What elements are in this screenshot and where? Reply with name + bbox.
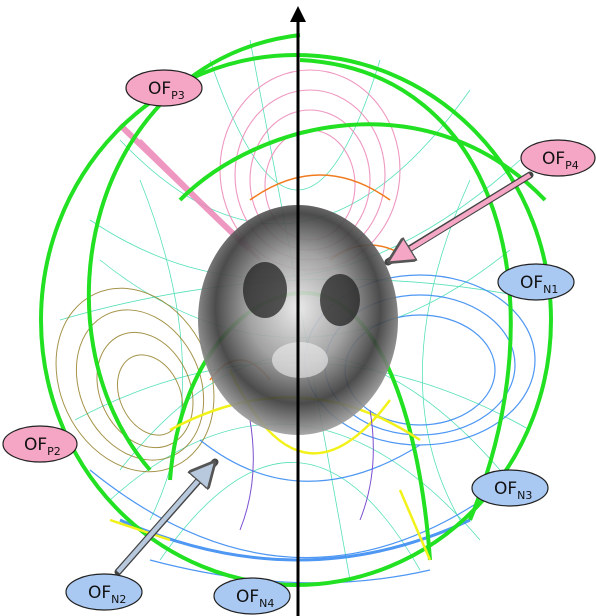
label-ofp4-sub: P4	[565, 159, 579, 172]
label-ofn3: OFN3	[471, 469, 549, 507]
label-ofp3: OFP3	[125, 69, 203, 107]
svg-text:OFP4: OFP4	[542, 149, 579, 172]
label-ofn1-main: OF	[520, 273, 543, 293]
svg-text:OFP3: OFP3	[148, 79, 185, 102]
svg-text:OFN3: OFN3	[494, 479, 532, 502]
field-lines-purple	[239, 409, 374, 531]
label-ofn3-sub: N3	[517, 489, 532, 502]
callout-arrows	[114, 171, 534, 576]
label-ofp3-main: OF	[148, 79, 171, 99]
svg-text:OFN2: OFN2	[88, 583, 126, 606]
label-ofn1: OFN1	[497, 263, 575, 301]
label-ofp2-sub: P2	[47, 445, 61, 458]
label-ofn4-sub: N4	[259, 597, 274, 610]
label-ofn3-bubble	[471, 469, 549, 507]
label-ofp4: OFP4	[520, 139, 596, 177]
label-ofn4-bubble	[213, 577, 291, 615]
label-ofn3-main: OF	[494, 479, 517, 499]
label-ofn2-bubble	[65, 573, 143, 611]
svg-text:OFN4: OFN4	[236, 587, 274, 610]
label-ofp3-sub: P3	[171, 89, 185, 102]
label-ofn1-sub: N1	[543, 283, 558, 296]
label-ofn4: OFN4	[213, 577, 291, 615]
label-ofp3-bubble	[125, 69, 203, 107]
label-ofn1-bubble	[497, 263, 575, 301]
vertical-axis	[290, 6, 306, 616]
label-ofp2: OFP2	[2, 425, 78, 463]
svg-text:OFN1: OFN1	[520, 273, 558, 296]
label-ofp4-bubble	[520, 139, 596, 177]
label-ofp4-main: OF	[542, 149, 565, 169]
label-ofn2: OFN2	[65, 573, 143, 611]
svg-text:OFP2: OFP2	[24, 435, 61, 458]
label-ofp2-bubble	[2, 425, 78, 463]
label-ofn4-main: OF	[236, 587, 259, 607]
label-ofp2-main: OF	[24, 435, 47, 455]
label-ofn2-main: OF	[88, 583, 111, 603]
label-ofn2-sub: N2	[111, 593, 126, 606]
